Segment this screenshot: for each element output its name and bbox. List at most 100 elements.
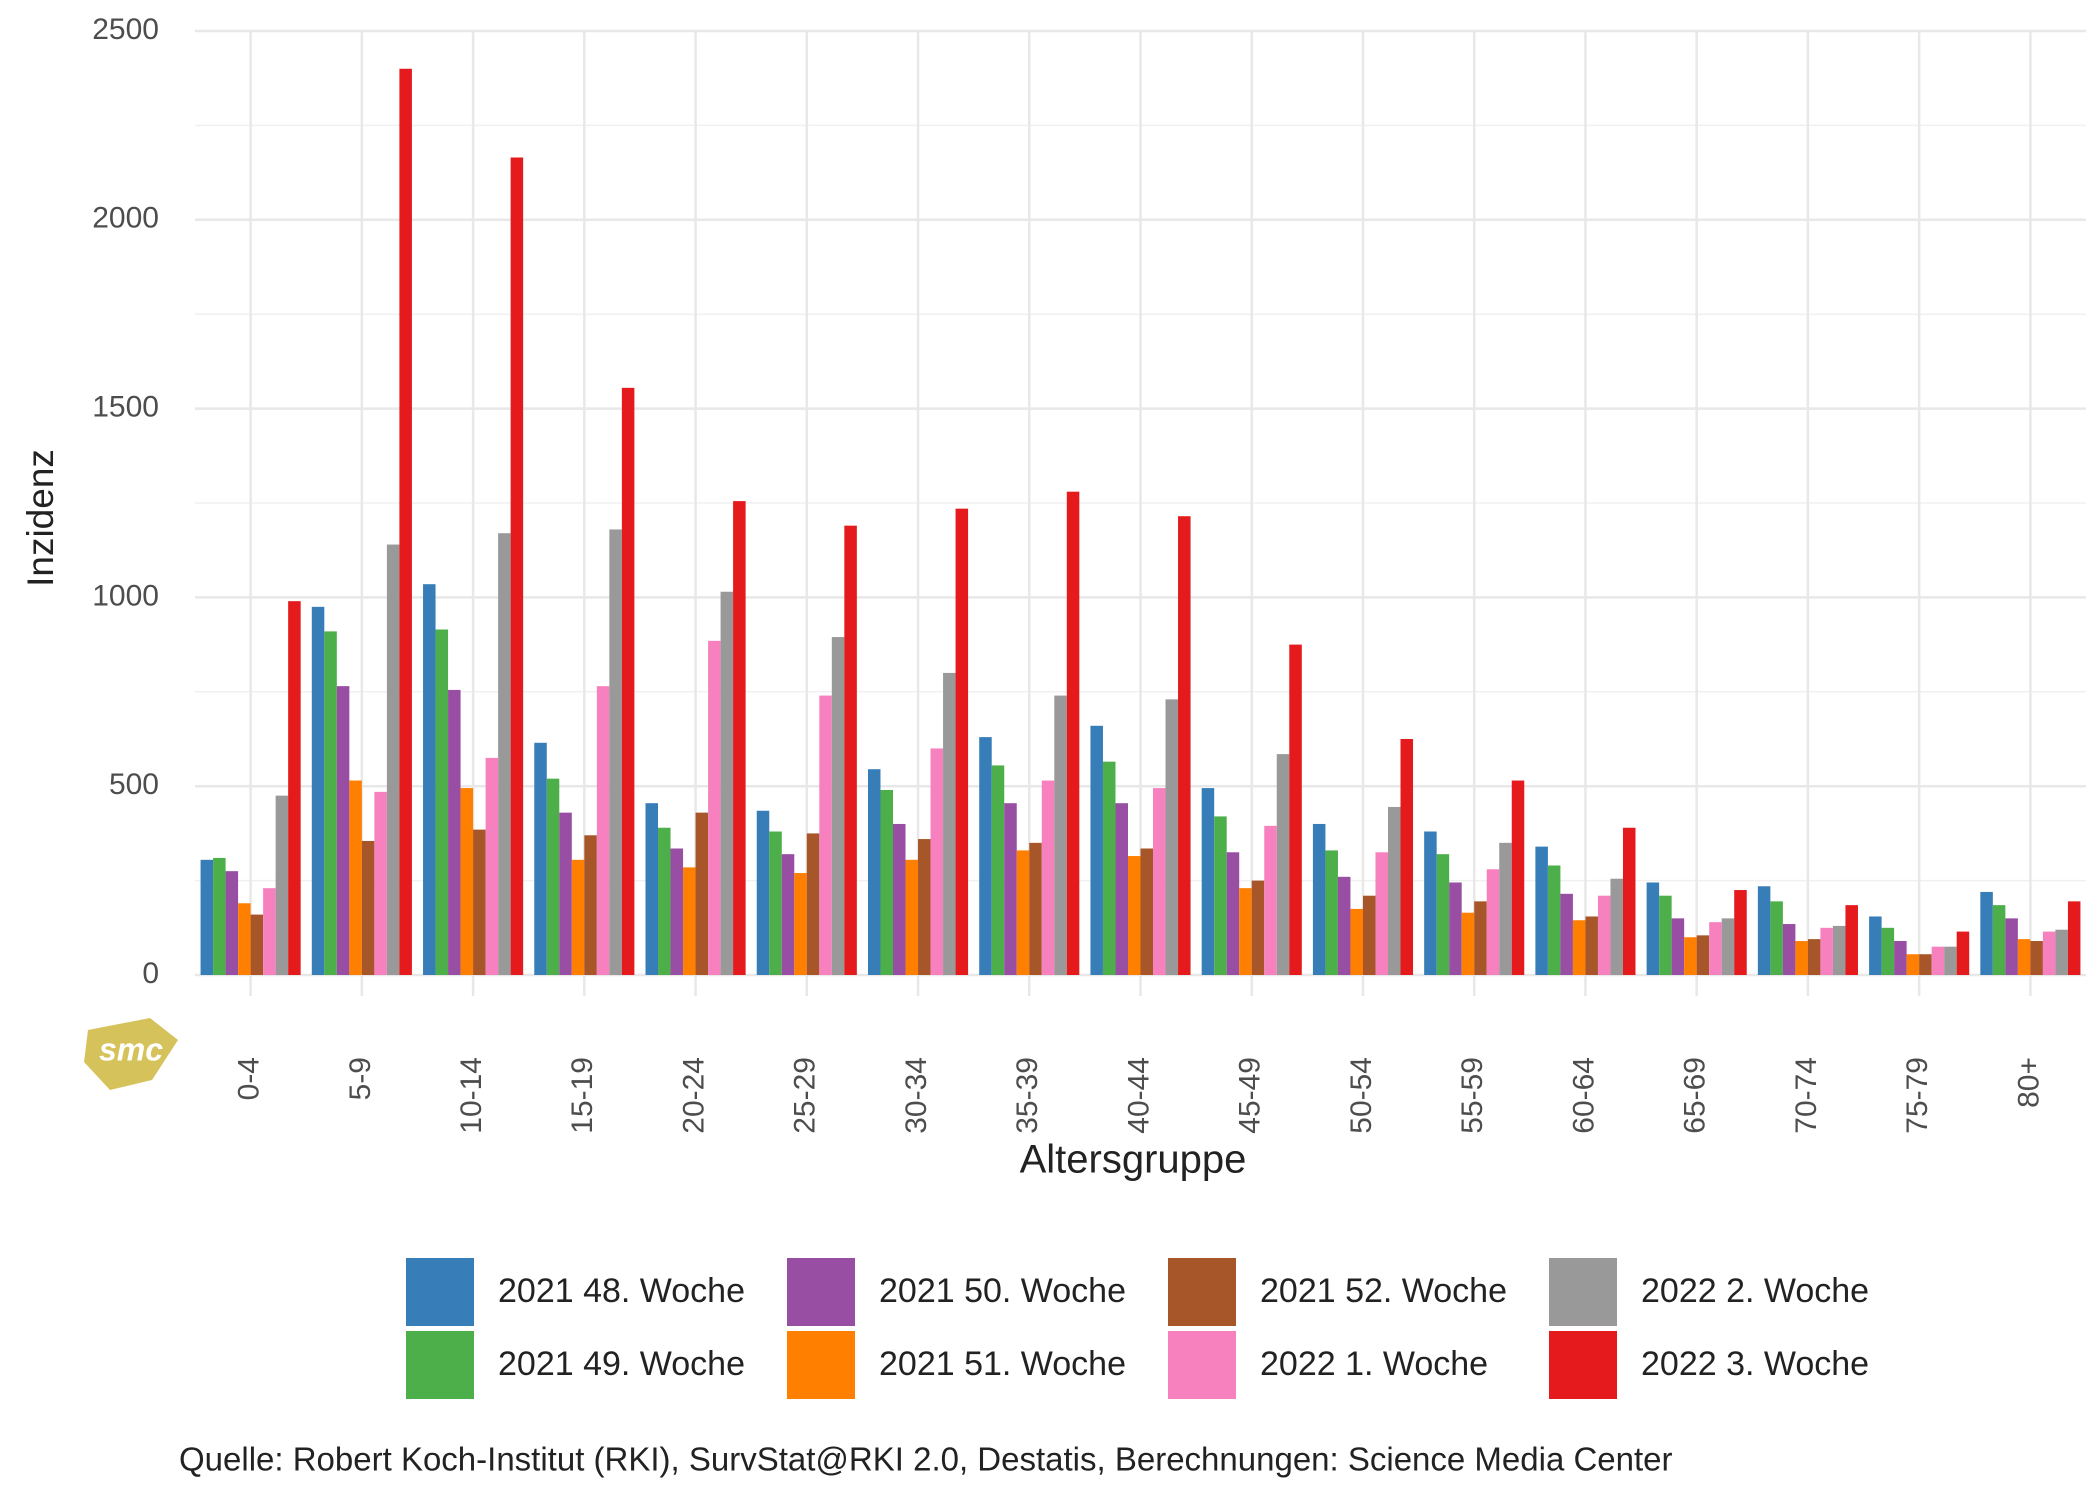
- y-tick-label: 2000: [92, 202, 159, 235]
- bar: [361, 840, 375, 975]
- bar: [1375, 852, 1388, 975]
- bar: [1226, 852, 1240, 975]
- bar: [1820, 927, 1833, 975]
- bar: [1486, 869, 1500, 975]
- bar: [1178, 516, 1191, 975]
- bar: [423, 584, 436, 975]
- bar: [1610, 878, 1623, 975]
- y-axis-title: Inzidenz: [20, 449, 61, 587]
- bar: [498, 533, 511, 975]
- bar: [1115, 803, 1128, 975]
- bar: [584, 835, 597, 975]
- bar: [831, 637, 845, 975]
- bar: [1350, 908, 1363, 975]
- bar: [1980, 891, 1993, 975]
- bar: [473, 829, 486, 975]
- bar: [559, 812, 572, 975]
- bar: [621, 387, 635, 975]
- bar: [1646, 882, 1660, 975]
- x-tick-label: 75-79: [1901, 1057, 1934, 1134]
- bar: [399, 68, 412, 975]
- bar: [1054, 695, 1067, 975]
- bar: [213, 857, 226, 975]
- x-tick-label: 45-49: [1234, 1057, 1267, 1134]
- bar: [1511, 780, 1525, 975]
- bar: [905, 859, 919, 975]
- bar: [1919, 954, 1932, 975]
- bar: [1276, 754, 1290, 975]
- x-axis-title: Altersgruppe: [1020, 1138, 1247, 1182]
- bar: [1709, 922, 1722, 975]
- legend-label: 2021 50. Woche: [879, 1272, 1126, 1310]
- bar: [769, 831, 782, 975]
- bar: [1597, 895, 1611, 975]
- bar: [1102, 761, 1116, 975]
- bar: [546, 778, 560, 975]
- bar: [880, 789, 894, 975]
- bar: [1869, 916, 1882, 975]
- bar: [250, 914, 264, 975]
- legend-swatch: [1549, 1331, 1617, 1399]
- x-tick-label: 70-74: [1790, 1057, 1823, 1134]
- bar: [374, 791, 387, 975]
- bar: [658, 827, 671, 975]
- bar: [200, 859, 214, 975]
- bar: [893, 823, 906, 975]
- bar: [756, 810, 770, 975]
- bar: [1004, 803, 1017, 975]
- bar: [238, 903, 251, 975]
- bar: [1362, 895, 1376, 975]
- bar: [979, 737, 992, 975]
- bar: [1547, 865, 1561, 975]
- bar: [867, 769, 881, 975]
- bar: [1906, 954, 1920, 975]
- bar: [670, 848, 684, 975]
- bar: [1041, 780, 1055, 975]
- bar: [2030, 941, 2043, 975]
- x-tick-label: 50-54: [1345, 1057, 1378, 1134]
- bar: [1153, 788, 1166, 975]
- bar: [844, 525, 857, 975]
- bar: [448, 689, 461, 975]
- x-tick-label: 60-64: [1567, 1057, 1600, 1134]
- bar: [386, 544, 400, 975]
- legend-swatch: [787, 1331, 855, 1399]
- bar: [1585, 916, 1598, 975]
- bar: [225, 871, 239, 975]
- bar: [1696, 935, 1710, 975]
- bar: [1474, 901, 1487, 975]
- bar: [683, 867, 696, 975]
- bar: [1400, 739, 1414, 975]
- y-tick-label: 0: [142, 957, 159, 990]
- bar: [1264, 825, 1277, 975]
- bar: [349, 780, 362, 975]
- x-tick-label: 5-9: [344, 1057, 377, 1100]
- bar: [943, 672, 956, 975]
- bar: [1782, 924, 1796, 975]
- bar: [733, 501, 746, 975]
- bar: [1931, 946, 1945, 975]
- bar: [1461, 912, 1475, 975]
- bar: [1832, 925, 1846, 975]
- y-tick-label: 1500: [92, 391, 159, 424]
- bar: [1436, 854, 1450, 975]
- x-tick-label: 0-4: [233, 1057, 266, 1100]
- y-tick-label: 1000: [92, 579, 159, 612]
- bar: [1140, 848, 1154, 975]
- bar: [510, 157, 524, 976]
- bar: [1312, 823, 1326, 975]
- bar: [1734, 890, 1747, 975]
- bar: [1535, 846, 1548, 975]
- bar: [435, 629, 449, 975]
- legend-label: 2021 52. Woche: [1260, 1272, 1507, 1310]
- bar: [1659, 895, 1672, 975]
- bar: [336, 686, 350, 975]
- bar: [1029, 842, 1042, 975]
- x-tick-label: 80+: [2012, 1057, 2045, 1108]
- bar: [1845, 905, 1858, 975]
- bar: [806, 833, 820, 975]
- bar: [1757, 886, 1771, 975]
- bar: [1770, 901, 1783, 975]
- bar: [1127, 856, 1141, 975]
- bar: [571, 859, 585, 975]
